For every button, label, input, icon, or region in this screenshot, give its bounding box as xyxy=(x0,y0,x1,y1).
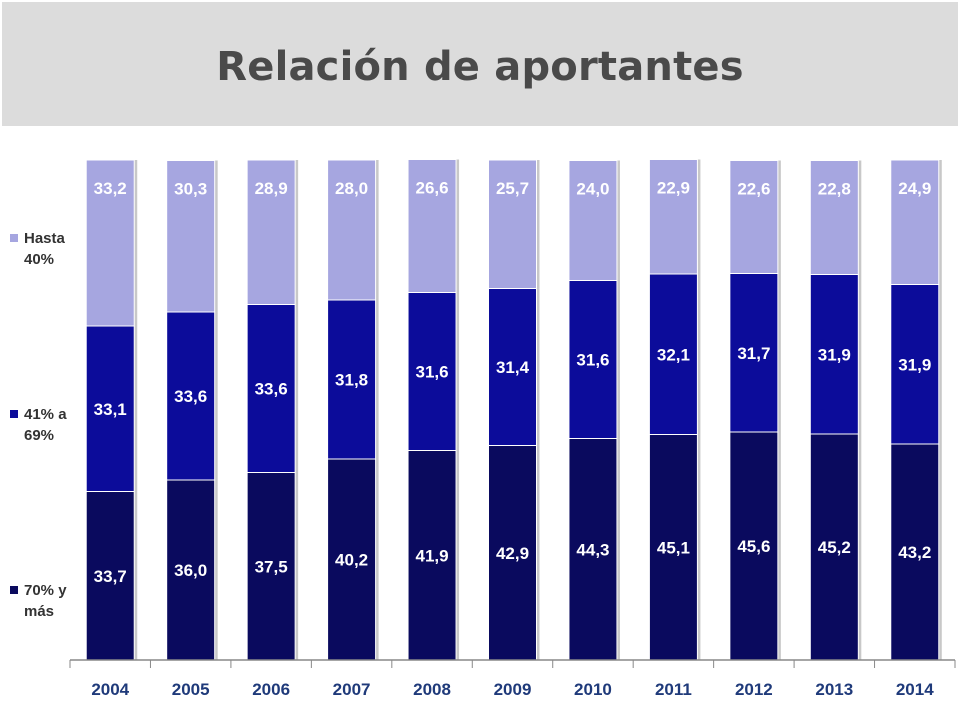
data-label: 40,2 xyxy=(335,551,368,570)
x-tick-label: 2012 xyxy=(735,680,773,699)
data-label: 25,7 xyxy=(496,179,529,198)
bar-segment xyxy=(327,299,377,460)
data-label: 22,9 xyxy=(657,179,690,198)
legend-item-70-mas: 70% y más xyxy=(8,580,88,622)
data-label: 41,9 xyxy=(415,546,448,565)
data-label: 24,9 xyxy=(898,179,931,198)
legend-label-line1: 41% a xyxy=(24,406,67,423)
bar-segment xyxy=(407,450,457,661)
data-label: 37,5 xyxy=(255,557,288,576)
data-label: 45,6 xyxy=(737,537,770,556)
x-tick-label: 2005 xyxy=(172,680,210,699)
legend-item-hasta-40: Hasta 40% xyxy=(8,228,88,270)
x-tick-label: 2014 xyxy=(896,680,934,699)
data-label: 31,9 xyxy=(898,355,931,374)
bar-segment xyxy=(890,284,940,445)
bar-segment xyxy=(488,159,537,289)
bar-segment xyxy=(729,273,779,433)
bar-segment xyxy=(648,273,698,435)
title-band xyxy=(2,2,958,126)
data-label: 36,0 xyxy=(174,561,207,580)
data-label: 43,2 xyxy=(898,543,931,562)
x-tick-label: 2004 xyxy=(91,680,129,699)
x-tick-label: 2010 xyxy=(574,680,612,699)
x-tick-label: 2007 xyxy=(333,680,371,699)
bar-segment xyxy=(246,304,296,473)
data-label: 31,6 xyxy=(576,351,609,370)
bar-segment xyxy=(568,438,618,661)
x-tick-label: 2006 xyxy=(252,680,290,699)
page-title: Relación de aportantes xyxy=(216,44,744,90)
data-label: 30,3 xyxy=(174,180,207,199)
legend-label-line2: 69% xyxy=(24,427,55,444)
bar-segment xyxy=(648,159,698,275)
legend-item-41-69: 41% a 69% xyxy=(8,404,88,446)
data-label: 31,4 xyxy=(496,358,530,377)
data-label: 33,2 xyxy=(94,179,127,198)
bar-segment xyxy=(488,445,537,661)
data-label: 44,3 xyxy=(576,540,609,559)
legend-swatch-hasta-40 xyxy=(10,234,18,242)
data-label: 28,9 xyxy=(255,179,288,198)
data-label: 45,2 xyxy=(818,538,851,557)
data-label: 42,9 xyxy=(496,544,529,563)
data-label: 33,6 xyxy=(255,380,288,399)
bar-segment xyxy=(327,159,377,301)
legend-swatch-70-mas xyxy=(10,586,18,594)
bar-segment xyxy=(890,443,940,661)
data-label: 33,6 xyxy=(174,387,207,406)
x-tick-label: 2008 xyxy=(413,680,451,699)
bar-segment xyxy=(166,160,216,313)
x-tick-label: 2013 xyxy=(815,680,853,699)
legend-label-line2: 40% xyxy=(24,251,55,268)
legend-label-line1: Hasta xyxy=(24,230,65,247)
bar-segment xyxy=(809,274,859,435)
data-label: 28,0 xyxy=(335,179,368,198)
bar-segment xyxy=(327,458,377,661)
data-label: 31,7 xyxy=(737,344,770,363)
chart-legend: Hasta 40% 41% a 69% 70% y más xyxy=(8,150,88,660)
bar-segment xyxy=(729,160,779,274)
data-label: 31,8 xyxy=(335,371,368,390)
x-tick-label: 2009 xyxy=(494,680,532,699)
legend-swatch-41-69 xyxy=(10,410,18,418)
data-label: 33,1 xyxy=(94,400,127,419)
bar-segment xyxy=(85,325,135,492)
bar-segment xyxy=(166,311,216,481)
x-tick-label: 2011 xyxy=(655,680,692,699)
data-label: 32,1 xyxy=(657,345,690,364)
data-label: 31,6 xyxy=(415,363,448,382)
bar-segment xyxy=(568,160,618,281)
data-label: 33,7 xyxy=(94,567,127,586)
data-label: 26,6 xyxy=(415,179,448,198)
legend-label-line1: 70% y xyxy=(24,582,67,599)
bar-segment xyxy=(809,433,859,661)
bar-segment xyxy=(407,159,457,293)
data-label: 22,8 xyxy=(818,180,851,199)
bar-segment xyxy=(246,159,296,305)
data-label: 31,9 xyxy=(818,345,851,364)
bar-segment xyxy=(648,434,698,661)
bar-segment xyxy=(890,159,940,285)
bar-segment xyxy=(809,160,859,275)
data-label: 45,1 xyxy=(657,538,690,557)
bar-segment xyxy=(85,491,135,661)
bar-segment xyxy=(85,159,135,327)
data-label: 24,0 xyxy=(576,180,609,199)
data-label: 22,6 xyxy=(737,180,770,199)
legend-label-line2: más xyxy=(24,603,55,620)
